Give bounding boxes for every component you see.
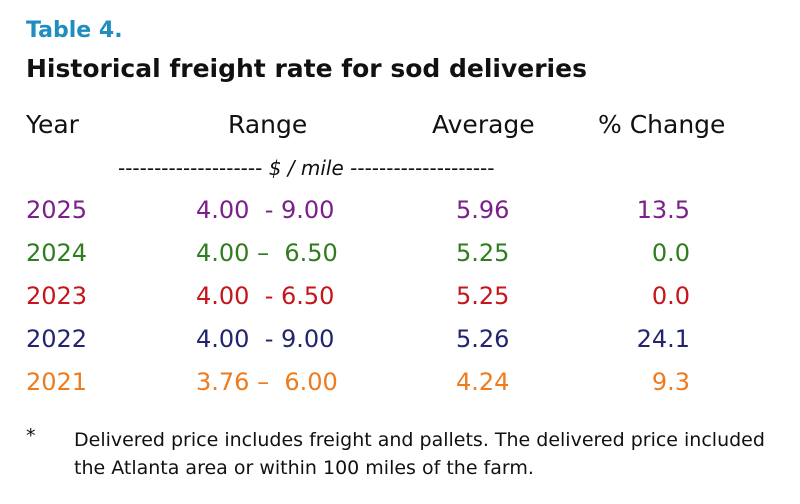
units-label: $ / mile <box>268 156 344 180</box>
header-change: % Change <box>598 110 726 139</box>
units-row: -------------------- $ / mile ----------… <box>118 156 494 180</box>
cell-average: 5.26 <box>456 325 510 353</box>
footnote-text: Delivered price includes freight and pal… <box>74 429 765 479</box>
cell-average: 5.25 <box>456 282 510 310</box>
cell-change: 13.5 <box>636 196 690 224</box>
cell-change: 0.0 <box>651 239 690 267</box>
table-row: 2024 4.00 – 6.50 5.25 0.0 <box>0 239 800 273</box>
cell-range: 3.76 – 6.00 <box>196 368 338 396</box>
cell-change: 24.1 <box>636 325 690 353</box>
cell-year: 2022 <box>26 325 88 353</box>
table-row: 2021 3.76 – 6.00 4.24 9.3 <box>0 368 800 402</box>
table-row: 2022 4.00 - 9.00 5.26 24.1 <box>0 325 800 359</box>
cell-change: 9.3 <box>651 368 690 396</box>
cell-year: 2021 <box>26 368 88 396</box>
header-average: Average <box>432 110 535 139</box>
units-dashes-right: -------------------- <box>350 156 495 180</box>
cell-average: 5.25 <box>456 239 510 267</box>
cell-year: 2024 <box>26 239 88 267</box>
cell-range: 4.00 - 9.00 <box>196 196 335 224</box>
table-row: 2025 4.00 - 9.00 5.96 13.5 <box>0 196 800 230</box>
cell-range: 4.00 - 9.00 <box>196 325 335 353</box>
units-dashes-left: -------------------- <box>118 156 263 180</box>
cell-year: 2025 <box>26 196 88 224</box>
cell-average: 5.96 <box>456 196 510 224</box>
header-range: Range <box>228 110 308 139</box>
header-year: Year <box>26 110 79 139</box>
table-row: 2023 4.00 - 6.50 5.25 0.0 <box>0 282 800 316</box>
cell-change: 0.0 <box>651 282 690 310</box>
table-label: Table 4. <box>26 18 123 43</box>
table-title: Historical freight rate for sod deliveri… <box>26 54 587 83</box>
cell-range: 4.00 - 6.50 <box>196 282 335 310</box>
cell-average: 4.24 <box>456 368 510 396</box>
footnote-mark: * <box>26 425 36 447</box>
cell-year: 2023 <box>26 282 88 310</box>
cell-range: 4.00 – 6.50 <box>196 239 338 267</box>
